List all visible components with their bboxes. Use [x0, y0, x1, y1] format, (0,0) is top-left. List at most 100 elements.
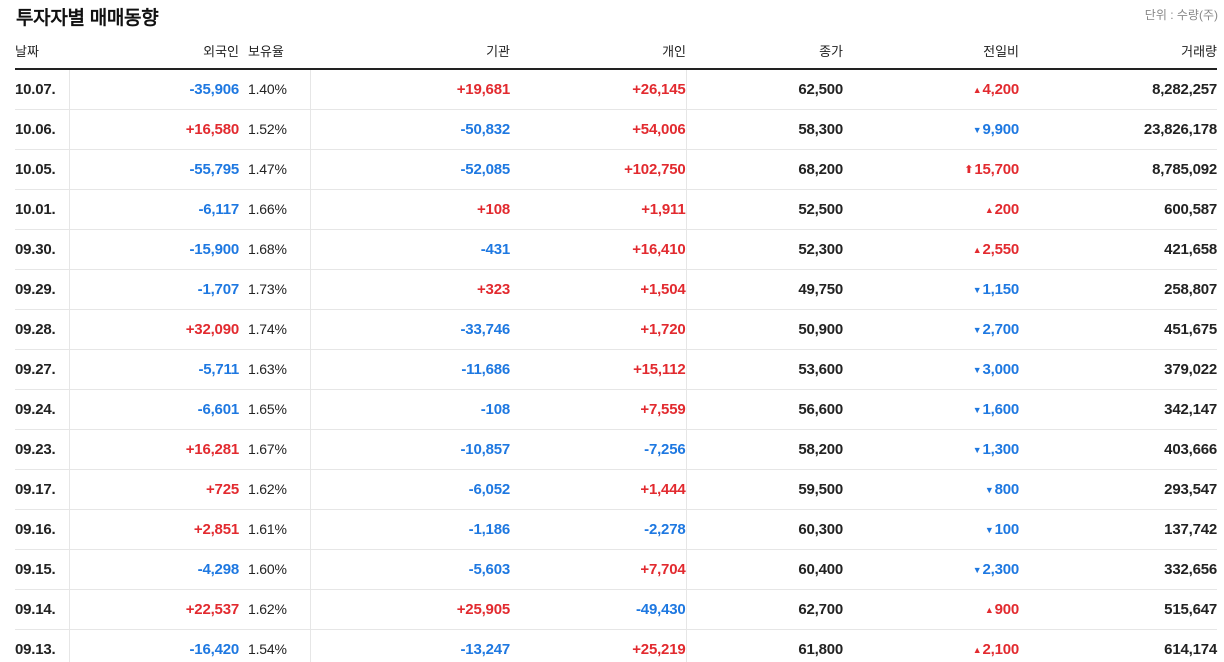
foreign-net-cell: -4,298	[69, 549, 239, 590]
holding-ratio-cell: 1.73%	[239, 269, 311, 310]
holding-ratio-cell: 1.62%	[239, 589, 311, 630]
change-cell: 2,300	[843, 549, 1019, 590]
header-change: 전일비	[843, 33, 1019, 70]
institution-net-cell: -5,603	[310, 549, 510, 590]
volume-cell: 8,785,092	[1019, 149, 1217, 190]
header-volume: 거래량	[1019, 33, 1217, 70]
volume-cell: 600,587	[1019, 189, 1217, 230]
up-arrow-icon	[985, 205, 994, 215]
volume-cell: 403,666	[1019, 429, 1217, 470]
date-cell: 09.13.	[15, 629, 70, 662]
change-cell: 1,300	[843, 429, 1019, 470]
down-arrow-icon	[973, 125, 982, 135]
institution-net-cell: -52,085	[310, 149, 510, 190]
change-value: 800	[994, 480, 1020, 498]
down-arrow-icon	[973, 365, 982, 375]
close-price-cell: 60,400	[686, 549, 843, 590]
foreign-net-cell: -55,795	[69, 149, 239, 190]
up-arrow-icon	[985, 605, 994, 615]
change-value: 9,900	[982, 120, 1019, 138]
volume-cell: 293,547	[1019, 469, 1217, 510]
volume-cell: 258,807	[1019, 269, 1217, 310]
up-arrow-icon	[973, 645, 982, 655]
holding-ratio-cell: 1.52%	[239, 109, 311, 150]
volume-cell: 137,742	[1019, 509, 1217, 550]
change-cell: 3,000	[843, 349, 1019, 390]
change-value: 100	[994, 520, 1020, 538]
foreign-net-cell: -6,601	[69, 389, 239, 430]
change-value: 1,300	[982, 440, 1019, 458]
individual-net-cell: +7,704	[510, 549, 687, 590]
date-cell: 09.16.	[15, 509, 70, 550]
holding-ratio-cell: 1.74%	[239, 309, 311, 350]
holding-ratio-cell: 1.65%	[239, 389, 311, 430]
foreign-net-cell: -5,711	[69, 349, 239, 390]
date-cell: 09.17.	[15, 469, 70, 510]
foreign-net-cell: +22,537	[69, 589, 239, 630]
holding-ratio-cell: 1.68%	[239, 229, 311, 270]
volume-cell: 451,675	[1019, 309, 1217, 350]
change-cell: 100	[843, 509, 1020, 550]
institution-net-cell: +323	[310, 269, 510, 310]
change-cell: 2,100	[843, 629, 1019, 662]
institution-net-cell: -1,186	[310, 509, 510, 550]
volume-cell: 23,826,178	[1019, 109, 1217, 150]
change-value: 1,600	[982, 400, 1019, 418]
up-arrow-icon	[973, 245, 982, 255]
close-price-cell: 58,300	[686, 109, 843, 150]
volume-cell: 342,147	[1019, 389, 1217, 430]
change-cell: 1,150	[843, 269, 1019, 310]
date-cell: 09.28.	[15, 309, 70, 350]
date-cell: 09.27.	[15, 349, 70, 390]
foreign-net-cell: +16,580	[69, 109, 239, 150]
foreign-net-cell: -15,900	[69, 229, 239, 270]
change-cell: 900	[843, 589, 1019, 630]
institution-net-cell: -11,686	[310, 349, 510, 390]
individual-net-cell: -2,278	[510, 509, 687, 550]
change-cell: 200	[843, 189, 1019, 230]
change-cell: 2,700	[843, 309, 1019, 350]
holding-ratio-cell: 1.40%	[239, 69, 311, 110]
close-price-cell: 61,800	[686, 629, 843, 662]
change-value: 2,550	[982, 240, 1019, 258]
change-value: 2,700	[982, 320, 1019, 338]
volume-cell: 8,282,257	[1019, 69, 1217, 110]
investor-trading-table: 날짜 외국인 보유율 기관 개인 종가 전일비 거래량 10.07. -35,90…	[15, 33, 1217, 662]
individual-net-cell: +15,112	[510, 349, 687, 390]
foreign-net-cell: -16,420	[69, 629, 239, 662]
date-cell: 10.01.	[15, 189, 70, 230]
date-cell: 10.05.	[15, 149, 70, 190]
change-cell: 1,600	[843, 389, 1019, 430]
foreign-net-cell: -1,707	[69, 269, 239, 310]
header-date: 날짜	[15, 33, 69, 70]
foreign-net-cell: +16,281	[69, 429, 239, 470]
page-title: 투자자별 매매동향	[16, 8, 159, 29]
volume-cell: 332,656	[1019, 549, 1217, 590]
change-value: 15,700	[974, 160, 1019, 178]
individual-net-cell: +1,504	[510, 269, 687, 310]
holding-ratio-cell: 1.62%	[239, 469, 311, 510]
volume-cell: 421,658	[1019, 229, 1217, 270]
change-cell: 800	[843, 469, 1020, 510]
holding-ratio-cell: 1.67%	[239, 429, 311, 470]
down-arrow-icon	[973, 565, 982, 575]
header-foreign: 외국인	[69, 33, 239, 70]
date-cell: 09.30.	[15, 229, 70, 270]
date-cell: 10.07.	[15, 69, 70, 110]
individual-net-cell: +1,444	[510, 469, 687, 510]
header-close: 종가	[686, 33, 843, 70]
institution-net-cell: +19,681	[310, 69, 510, 110]
unit-note: 단위 : 수량(주)	[1144, 8, 1218, 22]
close-price-cell: 52,500	[686, 189, 843, 230]
volume-cell: 614,174	[1019, 629, 1217, 662]
down-arrow-icon	[973, 445, 982, 455]
